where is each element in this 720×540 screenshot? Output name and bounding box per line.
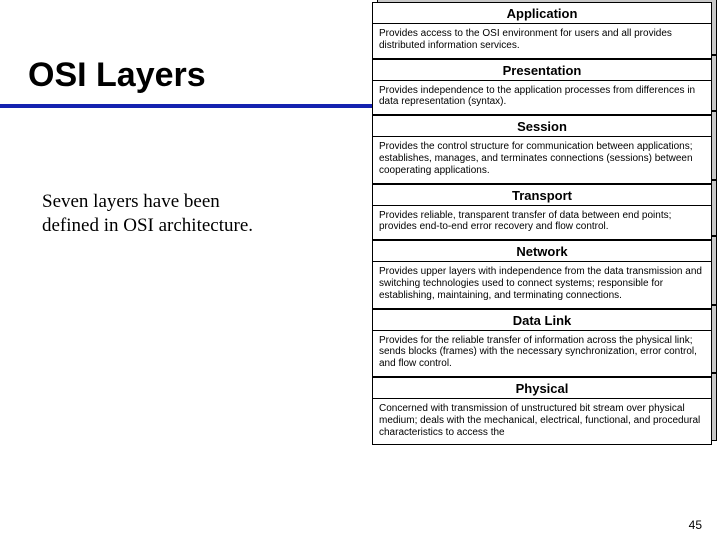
layer-face: NetworkProvides upper layers with indepe… <box>372 240 712 308</box>
layer-description: Provides access to the OSI environment f… <box>373 24 711 58</box>
layer-title: Network <box>373 241 711 262</box>
layer-description: Provides independence to the application… <box>373 81 711 115</box>
layer-face: TransportProvides reliable, transparent … <box>372 184 712 241</box>
layer-description: Provides upper layers with independence … <box>373 262 711 307</box>
subtitle-text: Seven layers have been defined in OSI ar… <box>42 190 253 238</box>
layer-description: Provides for the reliable transfer of in… <box>373 331 711 376</box>
page-number: 45 <box>689 518 702 532</box>
layer-title: Transport <box>373 185 711 206</box>
page-title: OSI Layers <box>28 56 206 95</box>
layer-title: Presentation <box>373 60 711 81</box>
osi-layer: PhysicalConcerned with transmission of u… <box>372 377 712 445</box>
layer-face: PhysicalConcerned with transmission of u… <box>372 377 712 445</box>
osi-layer-stack: ApplicationProvides access to the OSI en… <box>372 2 712 445</box>
layer-title: Data Link <box>373 310 711 331</box>
title-underline <box>0 104 372 108</box>
layer-description: Concerned with transmission of unstructu… <box>373 399 711 444</box>
osi-layer: NetworkProvides upper layers with indepe… <box>372 240 712 308</box>
layer-title: Application <box>373 3 711 24</box>
osi-layer: ApplicationProvides access to the OSI en… <box>372 2 712 59</box>
layer-face: SessionProvides the control structure fo… <box>372 115 712 183</box>
subtitle-line-1: Seven layers have been <box>42 191 220 212</box>
subtitle-line-2: defined in OSI architecture. <box>42 215 253 236</box>
osi-layer: Data LinkProvides for the reliable trans… <box>372 309 712 377</box>
osi-layer: SessionProvides the control structure fo… <box>372 115 712 183</box>
layer-face: Data LinkProvides for the reliable trans… <box>372 309 712 377</box>
layer-face: PresentationProvides independence to the… <box>372 59 712 116</box>
layer-title: Session <box>373 116 711 137</box>
layer-description: Provides reliable, transparent transfer … <box>373 206 711 240</box>
layer-description: Provides the control structure for commu… <box>373 137 711 182</box>
osi-layer: PresentationProvides independence to the… <box>372 59 712 116</box>
layer-title: Physical <box>373 378 711 399</box>
layer-face: ApplicationProvides access to the OSI en… <box>372 2 712 59</box>
osi-layer: TransportProvides reliable, transparent … <box>372 184 712 241</box>
